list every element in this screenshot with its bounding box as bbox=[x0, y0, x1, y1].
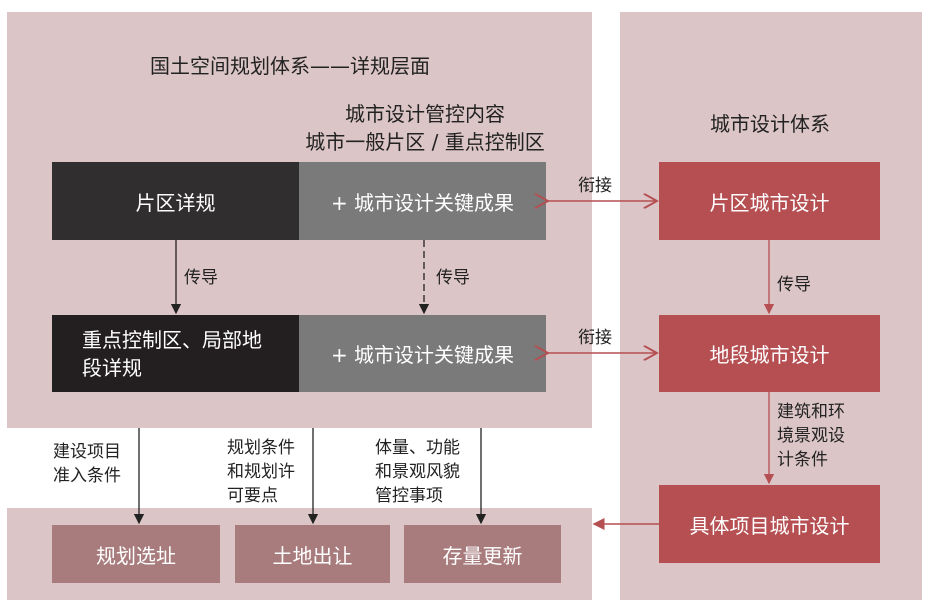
stock-renewal-box: 存量更新 bbox=[404, 525, 561, 583]
block-urban-design-box: 地段城市设计 bbox=[659, 315, 880, 392]
transfer-label: 传导 bbox=[184, 268, 218, 288]
district-urban-design-box: 片区城市设计 bbox=[659, 162, 880, 240]
site-selection-box: 规划选址 bbox=[52, 525, 220, 583]
left-panel-subtitle-2: 城市一般片区 / 重点控制区 bbox=[305, 130, 545, 154]
left-panel-subtitle-1: 城市设计管控内容 bbox=[345, 102, 505, 126]
project-urban-design-box: 具体项目城市设计 bbox=[659, 485, 880, 563]
conditions-label: 建筑和环境景观设计条件 bbox=[777, 402, 845, 470]
link-label: 衔接 bbox=[578, 328, 612, 348]
key-area-result-box: + 城市设计关键成果 bbox=[299, 315, 546, 392]
link-label: 衔接 bbox=[578, 176, 612, 196]
transfer-label: 传导 bbox=[777, 275, 811, 295]
bottom-label: 规划条件和规划许可要点 bbox=[227, 438, 295, 506]
district-result-box: + 城市设计关键成果 bbox=[299, 162, 546, 240]
right-panel-title: 城市设计体系 bbox=[710, 112, 830, 136]
district-plan-box: 片区详规 bbox=[52, 162, 299, 240]
key-area-plan-box: 重点控制区、局部地段详规 bbox=[52, 315, 299, 392]
left-panel-title: 国土空间规划体系——详规层面 bbox=[150, 54, 430, 78]
transfer-label: 传导 bbox=[436, 268, 470, 288]
bottom-label: 建设项目准入条件 bbox=[53, 442, 121, 486]
land-transfer-box: 土地出让 bbox=[235, 525, 390, 583]
bottom-label: 体量、功能和景观风貌管控事项 bbox=[375, 438, 460, 506]
